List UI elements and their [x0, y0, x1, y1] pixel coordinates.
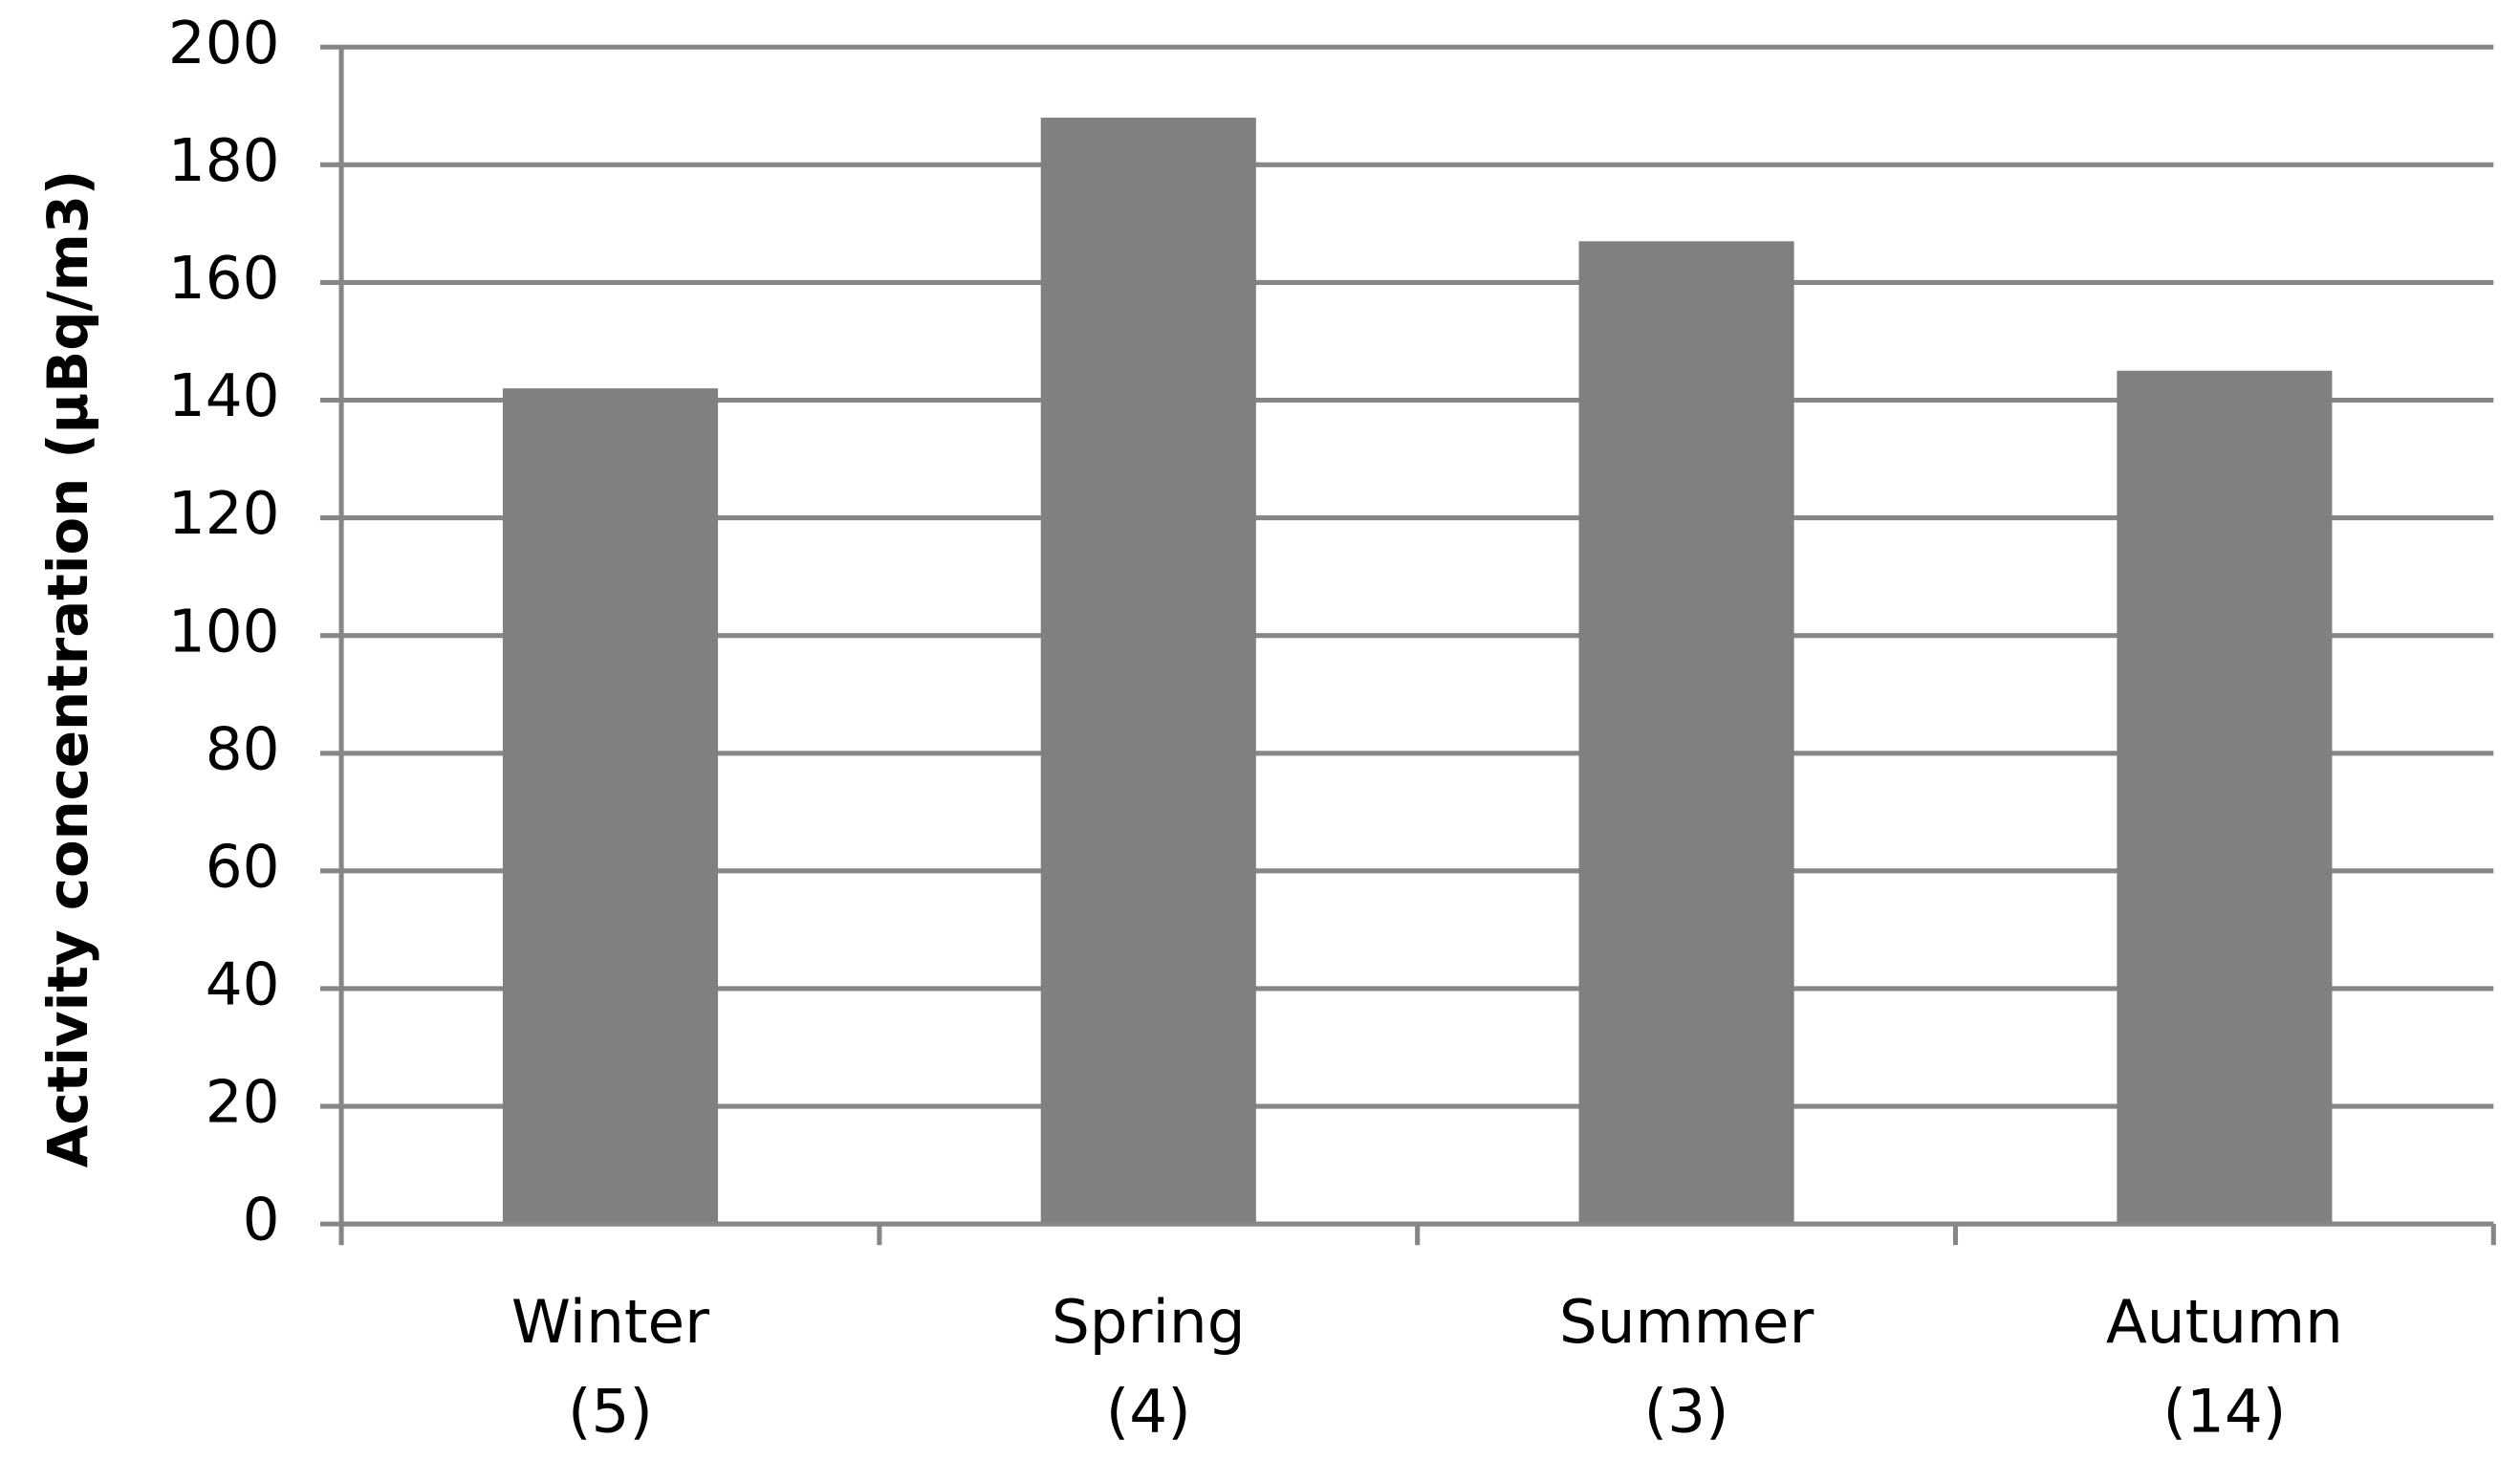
- x-tick-label: Autumn: [2106, 1287, 2343, 1357]
- x-tick-label: (14): [2162, 1377, 2286, 1447]
- x-tick-label: (5): [568, 1377, 653, 1447]
- x-tick-label: Spring: [1052, 1287, 1246, 1357]
- y-tick-label: 60: [206, 833, 280, 901]
- y-tick-label: 20: [206, 1069, 280, 1137]
- y-tick-label: 0: [243, 1187, 280, 1254]
- y-axis-label: Activity concentration (µBq/m3): [35, 170, 100, 1168]
- x-tick-label: (4): [1106, 1377, 1191, 1447]
- x-tick-label: Summer: [1559, 1287, 1814, 1357]
- bar: [2117, 370, 2333, 1225]
- x-tick-label: Winter: [511, 1287, 709, 1357]
- y-tick-label: 100: [168, 598, 280, 665]
- y-tick-label: 140: [168, 362, 280, 430]
- y-tick-label: 160: [168, 245, 280, 313]
- bar: [1040, 118, 1256, 1225]
- y-tick-label: 120: [168, 480, 280, 548]
- bar: [502, 388, 719, 1225]
- y-tick-label: 80: [206, 715, 280, 783]
- x-tick-label: (3): [1644, 1377, 1729, 1447]
- y-tick-label: 180: [168, 127, 280, 195]
- y-tick-label: 200: [168, 10, 280, 77]
- bar: [1578, 241, 1794, 1225]
- y-tick-label: 40: [206, 951, 280, 1019]
